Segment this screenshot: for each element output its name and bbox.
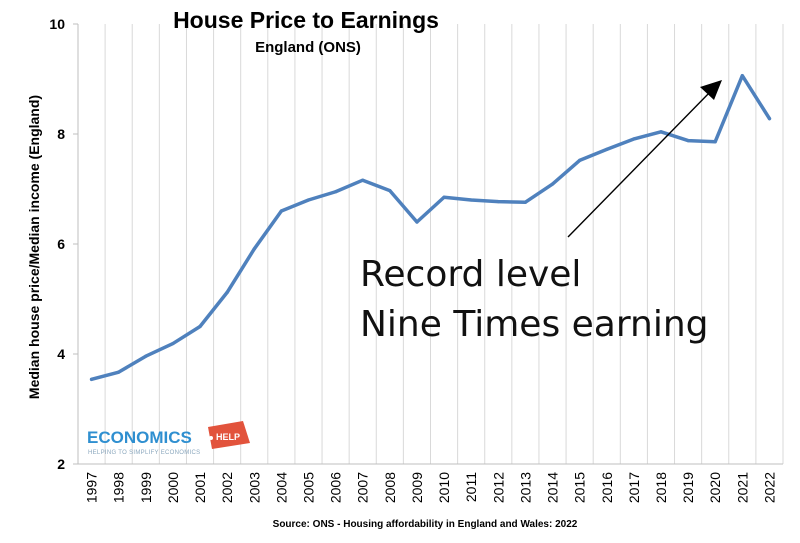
data-point xyxy=(469,198,473,202)
y-tick-label: 6 xyxy=(57,236,65,252)
x-tick-label: 2021 xyxy=(734,472,750,503)
x-tick-label: 2019 xyxy=(680,472,696,503)
y-tick-label: 10 xyxy=(49,16,65,32)
data-point xyxy=(740,74,744,78)
x-tick-label: 2014 xyxy=(545,472,561,503)
x-tick-labels: 1997 1998 1999 2000 2001 2002 2003 2004 2005 2006… xyxy=(84,472,778,503)
data-point xyxy=(686,139,690,143)
data-point xyxy=(632,137,636,141)
logo-tagline: HELPING TO SIMPLIFY ECONOMICS xyxy=(88,450,200,456)
x-tick-label: 2011 xyxy=(463,472,479,502)
logo-badge: HELP xyxy=(208,421,250,449)
series-line xyxy=(89,73,772,382)
data-point xyxy=(279,209,283,213)
source-note: Source: ONS - Housing affordability in E… xyxy=(273,519,578,530)
y-tick-label: 8 xyxy=(57,126,65,142)
axes xyxy=(73,23,783,465)
x-tick-label: 2009 xyxy=(409,472,425,503)
x-tick-label: 2012 xyxy=(490,472,506,503)
x-tick-label: 2000 xyxy=(165,472,181,503)
y-axis-label: Median house price/Median income (Englan… xyxy=(26,95,42,399)
data-point xyxy=(252,247,256,251)
x-tick-label: 2005 xyxy=(300,472,316,503)
data-point xyxy=(225,290,229,294)
logo-badge-text: HELP xyxy=(216,432,240,442)
data-point xyxy=(333,190,338,194)
x-tick-label: 2015 xyxy=(572,472,588,503)
data-point xyxy=(550,182,555,186)
series xyxy=(89,73,772,382)
data-point xyxy=(198,324,202,329)
economics-help-logo: ECONOMICS HELP HELPING TO SIMPLIFY ECONO… xyxy=(87,421,250,456)
data-point xyxy=(659,130,663,134)
grid-lines xyxy=(104,24,784,464)
chart-title: House Price to Earnings xyxy=(173,7,439,33)
x-tick-label: 2001 xyxy=(192,472,208,503)
data-point xyxy=(523,200,528,204)
data-point xyxy=(388,189,392,193)
x-tick-label: 2003 xyxy=(246,472,262,503)
x-tick-label: 2008 xyxy=(382,472,398,503)
x-tick-label: 2006 xyxy=(328,472,344,503)
data-point xyxy=(415,220,419,224)
chart-subtitle: England (ONS) xyxy=(255,39,361,56)
y-tick-labels: 2 4 6 8 10 xyxy=(49,16,65,472)
data-point xyxy=(496,200,500,204)
y-tick-label: 4 xyxy=(57,346,65,362)
data-point xyxy=(442,195,446,199)
logo-name: ECONOMICS xyxy=(87,428,192,447)
data-point xyxy=(605,147,609,151)
data-point xyxy=(767,117,772,121)
x-tick-label: 1999 xyxy=(138,472,154,503)
data-point xyxy=(117,370,121,374)
data-point xyxy=(713,140,717,144)
annotation-arrow xyxy=(567,80,722,238)
x-tick-label: 2010 xyxy=(436,472,452,503)
data-point xyxy=(361,178,365,182)
x-tick-label: 2022 xyxy=(761,472,777,503)
x-tick-label: 2002 xyxy=(219,472,235,503)
data-point xyxy=(306,198,311,202)
x-tick-label: 1998 xyxy=(111,472,127,503)
data-point xyxy=(89,377,94,381)
data-point xyxy=(144,354,148,358)
x-tick-label: 1997 xyxy=(84,472,100,503)
annotation-line-2: Nine Times earning xyxy=(360,304,709,345)
x-tick-label: 2013 xyxy=(517,472,533,503)
x-tick-label: 2004 xyxy=(273,472,289,503)
y-tick-label: 2 xyxy=(57,456,65,472)
x-tick-label: 2007 xyxy=(355,472,371,503)
annotation-line-1: Record level xyxy=(360,254,581,295)
x-tick-label: 2017 xyxy=(626,472,642,503)
x-tick-label: 2018 xyxy=(653,472,669,503)
x-tick-label: 2016 xyxy=(599,472,615,503)
data-point xyxy=(578,158,582,162)
data-point xyxy=(171,341,175,346)
x-tick-label: 2020 xyxy=(707,472,723,503)
